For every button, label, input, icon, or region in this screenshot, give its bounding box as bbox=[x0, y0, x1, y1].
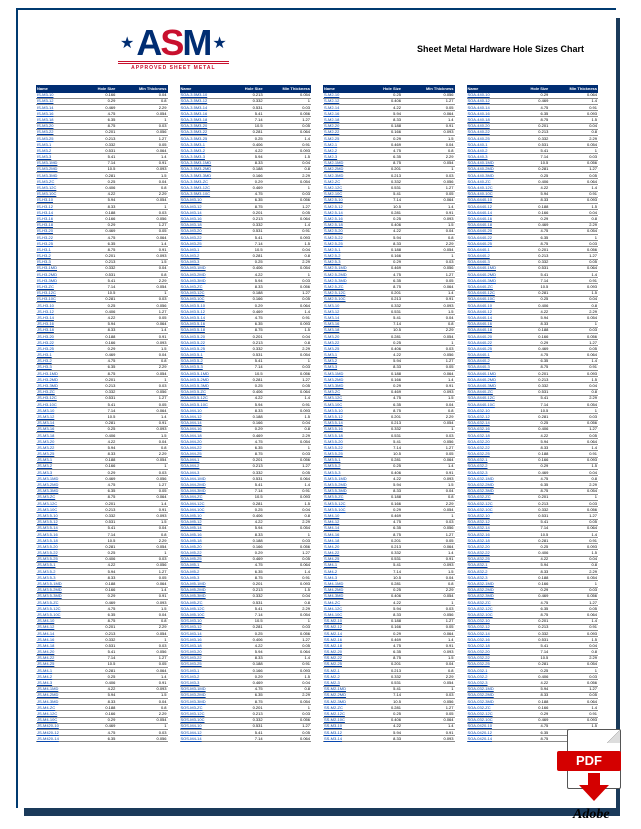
hole-size: 8.33 bbox=[367, 736, 402, 742]
data-columns: NameHole SizeMin ThicknessIS-M3-100.1660… bbox=[18, 81, 616, 743]
part-link[interactable]: SOS-M4-14 bbox=[180, 736, 232, 742]
part-link[interactable]: JS-M420-14 bbox=[36, 736, 82, 742]
hole-size: 8.75 bbox=[517, 736, 550, 742]
min-thickness: 0.056 bbox=[116, 736, 167, 742]
table-row: JS-M420-146.350.056 bbox=[36, 736, 168, 742]
part-link[interactable]: SS-M3-14 bbox=[323, 736, 367, 742]
asm-logo: ★ ASM ★ APPROVED SHEET METAL bbox=[118, 28, 229, 71]
min-thickness: 0.093 bbox=[402, 736, 455, 742]
part-link[interactable]: SOA-0420-14 bbox=[467, 736, 517, 742]
logo-tagline: APPROVED SHEET METAL bbox=[131, 65, 215, 71]
hole-size: 7.14 bbox=[232, 736, 264, 742]
adobe-label: Adobe bbox=[573, 807, 610, 823]
download-arrow-icon bbox=[579, 773, 609, 799]
page-title: Sheet Metal Hardware Hole Sizes Chart bbox=[417, 44, 584, 54]
table-col-1: NameHole SizeMin ThicknessIS-M3-100.1660… bbox=[36, 85, 168, 743]
pdf-download-badge[interactable]: PDF Adobe bbox=[561, 729, 635, 823]
hole-size: 6.35 bbox=[82, 736, 116, 742]
table-col-4: NameHole SizeMin ThicknessSOA-440-100.29… bbox=[467, 85, 599, 743]
document-frame: ★ ASM ★ APPROVED SHEET METAL Sheet Metal… bbox=[16, 8, 616, 808]
min-thickness: 0.064 bbox=[264, 736, 311, 742]
pdf-label: PDF bbox=[557, 751, 621, 771]
table-row: SS-M3-148.330.093 bbox=[323, 736, 455, 742]
table-col-3: NameHole SizeMin ThicknessS-M2-100.250.0… bbox=[323, 85, 455, 743]
header: ★ ASM ★ APPROVED SHEET METAL Sheet Metal… bbox=[18, 10, 616, 81]
table-col-2: NameHole SizeMin ThicknessSOA-3.5M3-100.… bbox=[180, 85, 312, 743]
table-row: SOS-M4-147.140.064 bbox=[180, 736, 312, 742]
